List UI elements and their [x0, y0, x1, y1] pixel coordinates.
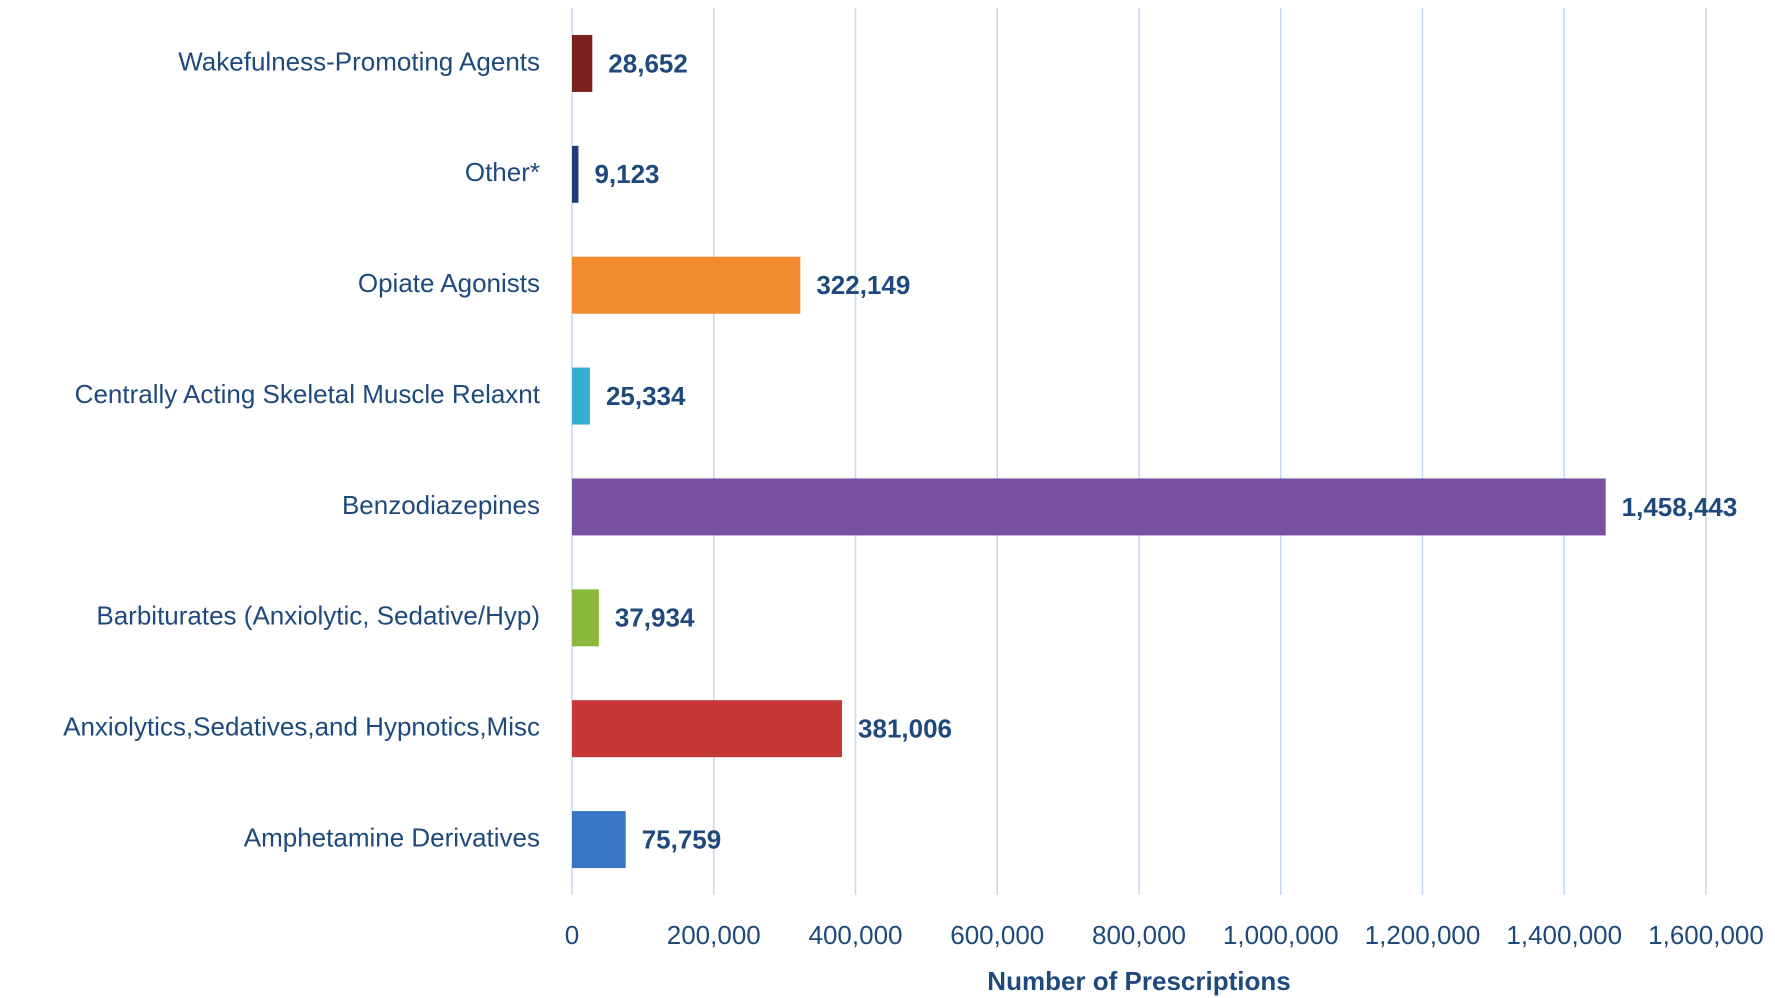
y-tick-label: Wakefulness-Promoting Agents: [178, 46, 540, 76]
y-tick-label: Amphetamine Derivatives: [244, 822, 540, 852]
data-label: 381,006: [858, 714, 952, 744]
data-label: 9,123: [594, 159, 659, 189]
data-label: 75,759: [642, 824, 722, 854]
x-axis-title: Number of Prescriptions: [987, 966, 1290, 996]
x-tick-label: 1,000,000: [1223, 920, 1339, 950]
bar: [572, 145, 579, 203]
bar: [572, 367, 590, 425]
y-tick-label: Opiate Agonists: [358, 268, 540, 298]
bar: [572, 34, 593, 92]
y-tick-label: Other*: [465, 157, 540, 187]
bar: [572, 256, 801, 314]
bar: [572, 589, 599, 647]
bar: [572, 700, 843, 758]
x-tick-label: 0: [565, 920, 579, 950]
data-label: 37,934: [615, 603, 695, 633]
x-tick-label: 1,600,000: [1648, 920, 1764, 950]
x-tick-label: 400,000: [809, 920, 903, 950]
y-tick-label: Centrally Acting Skeletal Muscle Relaxnt: [75, 379, 541, 409]
y-tick-label: Barbiturates (Anxiolytic, Sedative/Hyp): [96, 601, 540, 631]
x-tick-label: 200,000: [667, 920, 761, 950]
x-tick-label: 600,000: [950, 920, 1044, 950]
data-label: 25,334: [606, 381, 686, 411]
bar: [572, 478, 1606, 536]
y-tick-label: Benzodiazepines: [342, 490, 540, 520]
x-tick-label: 800,000: [1092, 920, 1186, 950]
data-label: 28,652: [608, 48, 688, 78]
x-tick-label: 1,200,000: [1365, 920, 1481, 950]
y-tick-label: Anxiolytics,Sedatives,and Hypnotics,Misc: [63, 712, 540, 742]
data-label: 1,458,443: [1622, 492, 1738, 522]
x-tick-label: 1,400,000: [1506, 920, 1622, 950]
bar: [572, 811, 626, 869]
data-label: 322,149: [816, 270, 910, 300]
